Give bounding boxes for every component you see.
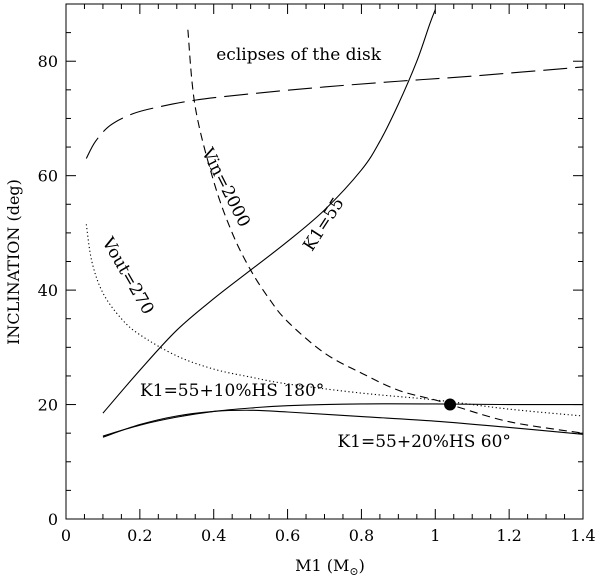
series-vout-270: [85, 224, 584, 417]
annotation-vin-label: Vin=2000: [197, 144, 254, 230]
x-axis-title-main: M1 (M: [295, 556, 349, 575]
y-tick-label: 60: [38, 167, 58, 186]
axis-ticks: [65, 3, 584, 520]
x-tick-label: 0.6: [275, 526, 300, 545]
x-axis-title: M1 (M⊙): [295, 556, 365, 578]
annotation-k1-label: K1=55: [299, 194, 348, 255]
series-eclipses: [85, 66, 584, 159]
series-k1-55: [102, 9, 436, 414]
x-tick-label: 1.2: [496, 526, 521, 545]
annotation-k1-20hs-label: K1=55+20%HS 60°: [337, 432, 510, 452]
y-axis-title: INCLINATION (deg): [4, 179, 23, 345]
y-tick-label: 20: [38, 396, 58, 415]
annotation-vout-label: Vout=270: [97, 233, 158, 318]
x-tick-label: 1: [430, 526, 440, 545]
x-tick-label: 1.4: [570, 526, 595, 545]
y-tick-label: 0: [48, 510, 58, 529]
series-vin-2000: [187, 29, 584, 434]
x-axis-title-sub: ⊙: [349, 565, 358, 578]
annotation-k1-10hs-label: K1=55+10%HS 180°: [140, 381, 324, 401]
annotation-eclipses-label: eclipses of the disk: [216, 45, 381, 65]
axis-tick-labels: 0 0.2 0.4 0.6 0.8 1 1.2 1.4 0 20 40 60 80: [38, 52, 596, 545]
x-axis-title-end: ): [359, 556, 365, 575]
annotation-layer: eclipses of the disk Vin=2000 K1=55 Vout=27…: [97, 45, 511, 452]
x-tick-label: 0.4: [201, 526, 226, 545]
x-tick-label: 0: [61, 526, 71, 545]
x-tick-label: 0.2: [127, 526, 152, 545]
x-tick-label: 0.8: [349, 526, 374, 545]
y-tick-label: 80: [38, 52, 58, 71]
intersection-marker: [444, 398, 457, 411]
series-k1-10hs-180: [102, 403, 584, 437]
y-tick-label: 40: [38, 281, 58, 300]
series-layer: [85, 9, 584, 438]
series-k1-20hs-60: [102, 409, 584, 438]
